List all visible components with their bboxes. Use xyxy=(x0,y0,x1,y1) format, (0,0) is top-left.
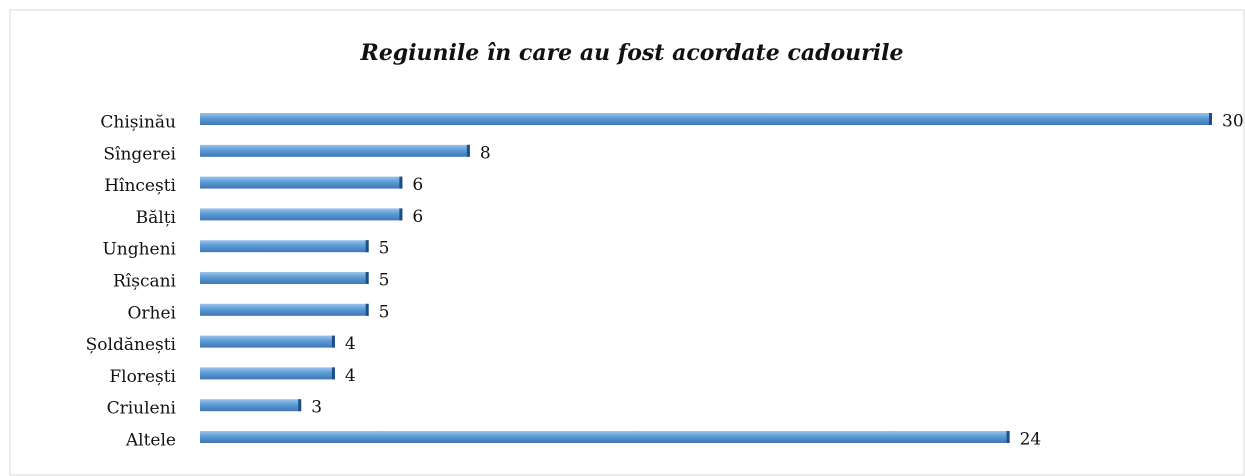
chart-frame xyxy=(9,9,1245,476)
bar xyxy=(200,335,335,348)
bar xyxy=(200,144,470,157)
bar xyxy=(200,399,302,412)
y-tick-label: Criuleni xyxy=(107,399,177,419)
bar xyxy=(200,431,1010,443)
data-label: 5 xyxy=(379,239,390,259)
y-tick-label: Sîngerei xyxy=(103,144,176,164)
bar-cap xyxy=(331,335,335,348)
bar xyxy=(200,303,369,316)
data-label: 5 xyxy=(379,302,390,322)
bar-cap xyxy=(365,303,369,316)
bar-cap xyxy=(399,208,403,221)
data-label: 4 xyxy=(345,366,356,386)
y-tick-label: Hîncești xyxy=(104,176,176,196)
data-label: 30 xyxy=(1222,112,1244,132)
y-tick-label: Rîșcani xyxy=(113,272,177,292)
bar-cap xyxy=(365,272,369,284)
y-tick-label: Orhei xyxy=(127,303,176,323)
bar xyxy=(200,272,369,284)
bar xyxy=(200,367,335,380)
bar xyxy=(200,176,403,189)
chart-title: Regiunile în care au fost acordate cadou… xyxy=(360,40,904,66)
bar-cap xyxy=(399,176,403,189)
bar-cap xyxy=(1006,431,1010,443)
bar-cap xyxy=(331,367,335,380)
y-tick-label: Altele xyxy=(125,431,176,451)
data-label: 6 xyxy=(412,207,423,227)
data-label: 6 xyxy=(412,175,423,195)
bar xyxy=(200,208,403,221)
data-label: 4 xyxy=(345,334,356,354)
y-tick-label: Șoldănești xyxy=(86,335,177,355)
data-label: 24 xyxy=(1020,430,1042,450)
bar-cap xyxy=(1209,113,1212,125)
y-tick-label: Florești xyxy=(109,367,176,387)
y-tick-label: Ungheni xyxy=(102,240,176,260)
data-label: 5 xyxy=(379,271,390,291)
bar-cap xyxy=(298,399,302,412)
bar-cap xyxy=(466,144,470,157)
y-tick-label: Bălți xyxy=(136,208,177,228)
bar xyxy=(200,240,369,253)
data-label: 3 xyxy=(311,398,322,418)
y-tick-label: Chișinău xyxy=(100,113,176,133)
data-label: 8 xyxy=(480,143,491,163)
bar-cap xyxy=(365,240,369,253)
bar xyxy=(200,113,1212,125)
